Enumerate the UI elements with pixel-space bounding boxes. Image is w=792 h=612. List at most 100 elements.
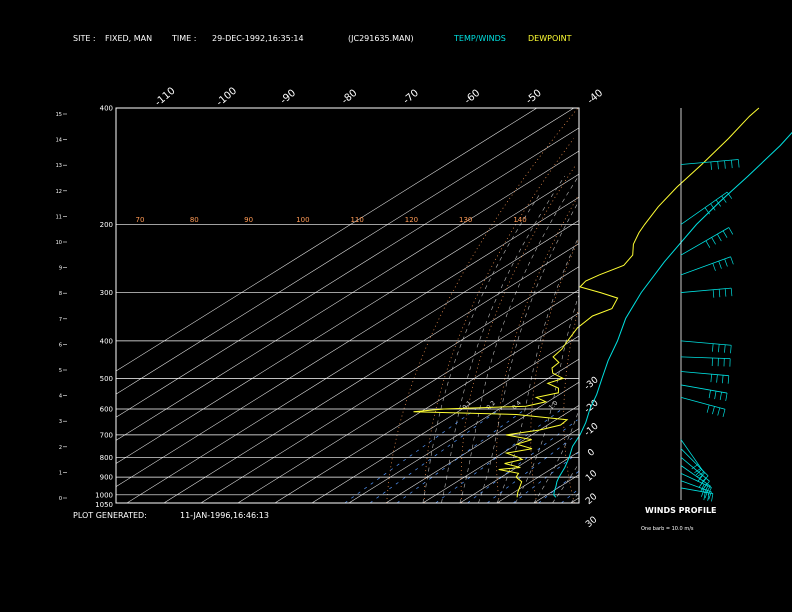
theta-label: 140: [513, 216, 526, 224]
height-tick-label: 12: [56, 189, 62, 195]
dewpoint-line: [413, 107, 760, 498]
pressure-label: 600: [100, 405, 113, 413]
moist-adiabat-line: [496, 236, 580, 504]
pressure-label: 700: [100, 431, 113, 439]
isotherm-right-label: 20: [584, 492, 599, 507]
wind-barb-flag: [705, 485, 711, 493]
moist-adiabat-line: [533, 410, 579, 504]
wind-barb-flag: [717, 407, 721, 416]
wind-barb-flag: [718, 344, 720, 353]
wind-barb-flag: [715, 199, 721, 207]
pressure-label: 400: [100, 337, 113, 345]
wind-barb-flag: [704, 490, 709, 499]
file-name: (JC291635.MAN): [348, 34, 414, 43]
wind-barb-flag: [707, 492, 710, 501]
height-tick-label: 6: [59, 342, 62, 348]
isotherm-top-label: -70: [401, 88, 421, 107]
isotherm-line: [115, 127, 580, 418]
wind-barb-flag: [691, 463, 699, 470]
wind-barb-flag: [724, 258, 728, 267]
theta-label: 70: [136, 216, 145, 224]
isotherm-line: [163, 243, 580, 504]
wind-barb-flag: [703, 492, 706, 501]
isotherm-line: [385, 382, 580, 504]
pressure-label: 500: [100, 375, 113, 383]
theta-label: 110: [350, 216, 363, 224]
time-label: TIME :: [171, 34, 196, 43]
wind-barb-flag: [704, 481, 710, 488]
wind-profile-subtitle: One barb = 10.0 m/s: [641, 526, 694, 532]
wind-barb-flag: [712, 406, 715, 415]
wind-barb: [680, 457, 710, 482]
wind-barb-flag: [707, 487, 712, 495]
theta-label: 80: [190, 216, 199, 224]
wind-barb-flag: [716, 374, 718, 383]
wind-barb-flag: [698, 472, 706, 479]
pressure-label: 400: [100, 105, 113, 113]
wind-barb-flag: [738, 159, 740, 168]
mixing-ratio-line: [467, 419, 578, 504]
height-tick-label: 0: [59, 496, 62, 502]
mixing-ratio-label: 1.0: [548, 399, 560, 411]
mixing-ratio-line: [486, 434, 577, 504]
isotherm-line: [311, 335, 580, 504]
isotherm-top-label: -60: [463, 88, 483, 107]
dewpoint-legend: DEWPOINT: [528, 34, 572, 43]
theta-label: 100: [296, 216, 309, 224]
dry-adiabat-lines: [386, 107, 580, 504]
height-tick-label: 8: [59, 291, 62, 297]
isotherm-line: [115, 197, 580, 487]
pressure-label: 1050: [95, 501, 113, 509]
wind-barb-flag: [712, 343, 714, 352]
moist-adiabat-line: [459, 175, 579, 504]
height-tick-label: 15: [56, 112, 62, 118]
time-value: 29-DEC-1992,16:35:14: [212, 34, 304, 43]
mixing-ratio-label: 0.4: [511, 399, 523, 411]
dry-adiabat-line: [423, 138, 574, 503]
wind-barb-flag: [718, 289, 721, 298]
wind-barb-flag: [730, 288, 733, 297]
mixing-ratio-line: [561, 489, 579, 504]
wind-barb-flag: [718, 261, 722, 269]
isotherm-right-label: 10: [584, 469, 599, 484]
wind-barb-flag: [730, 256, 734, 265]
moist-adiabat-line: [478, 201, 579, 504]
wind-barb-flag: [724, 344, 726, 353]
wind-barb-flag: [708, 491, 712, 500]
wind-barb-flag: [726, 191, 733, 199]
isotherm-right-label: 30: [584, 515, 599, 530]
wind-barb-flag: [710, 161, 712, 170]
pressure-label: 200: [100, 221, 113, 229]
isotherm-line: [348, 358, 580, 504]
pressure-label: 300: [100, 289, 113, 297]
wind-barb: [680, 384, 728, 394]
wind-barb-flag: [705, 240, 711, 248]
wind-barb: [680, 397, 726, 410]
height-tick-label: 3: [59, 419, 62, 425]
wind-barb-flag: [722, 409, 726, 418]
wind-barb-flag: [730, 345, 732, 354]
isotherm-line: [115, 150, 580, 441]
wind-barb: [680, 439, 705, 473]
wind-barb-flag: [696, 471, 704, 477]
theta-label: 130: [459, 216, 472, 224]
height-tick-label: 2: [59, 445, 62, 451]
mixing-ratio-label: 0.1: [461, 399, 473, 411]
site-label: SITE :: [73, 34, 96, 43]
wind-barb-flag: [722, 375, 724, 384]
wind-barb-flag: [712, 263, 716, 271]
wind-barb: [680, 480, 712, 493]
isotherm-top-label: -90: [278, 88, 298, 107]
wind-barb: [680, 256, 731, 276]
wind-barb-flag: [717, 161, 719, 170]
plot-frame: [115, 107, 580, 504]
mixing-ratio-lines: [344, 408, 579, 504]
wind-barb-flag: [697, 475, 703, 482]
site-value: FIXED, MAN: [105, 34, 152, 43]
wind-barb: [680, 227, 730, 256]
wind-barb-flag: [695, 469, 702, 476]
mixing-ratio-label: 0.2: [485, 399, 497, 411]
wind-barb-flag: [704, 485, 709, 494]
wind-barb-flag: [724, 288, 727, 297]
isotherm-line: [570, 497, 580, 504]
